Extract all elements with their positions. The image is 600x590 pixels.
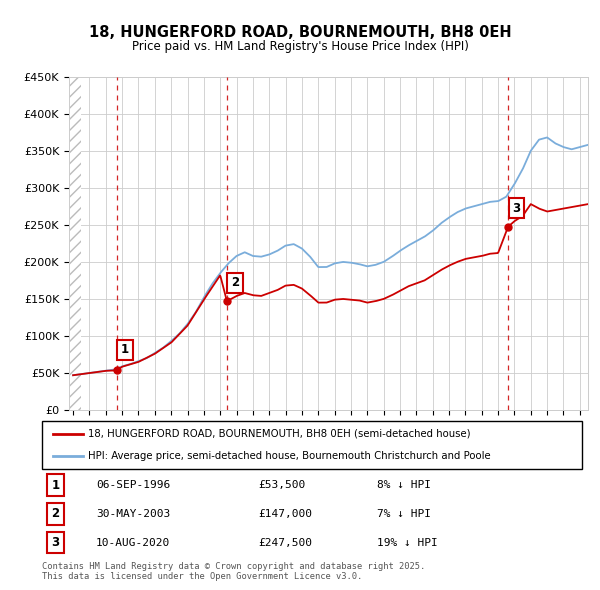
Text: 18, HUNGERFORD ROAD, BOURNEMOUTH, BH8 0EH (semi-detached house): 18, HUNGERFORD ROAD, BOURNEMOUTH, BH8 0E…	[88, 429, 470, 439]
Text: 19% ↓ HPI: 19% ↓ HPI	[377, 537, 437, 548]
Text: 06-SEP-1996: 06-SEP-1996	[96, 480, 170, 490]
Text: Price paid vs. HM Land Registry's House Price Index (HPI): Price paid vs. HM Land Registry's House …	[131, 40, 469, 53]
Text: 30-MAY-2003: 30-MAY-2003	[96, 509, 170, 519]
Text: Contains HM Land Registry data © Crown copyright and database right 2025.
This d: Contains HM Land Registry data © Crown c…	[42, 562, 425, 581]
Text: 2: 2	[231, 276, 239, 289]
Text: £247,500: £247,500	[258, 537, 312, 548]
Text: HPI: Average price, semi-detached house, Bournemouth Christchurch and Poole: HPI: Average price, semi-detached house,…	[88, 451, 491, 461]
Bar	[69, 77, 81, 410]
Bar	[69, 77, 81, 410]
Text: 1: 1	[121, 343, 129, 356]
Text: 3: 3	[512, 202, 520, 215]
Text: 3: 3	[52, 536, 59, 549]
Text: 8% ↓ HPI: 8% ↓ HPI	[377, 480, 431, 490]
Text: £147,000: £147,000	[258, 509, 312, 519]
Text: 1: 1	[52, 478, 59, 491]
Text: 10-AUG-2020: 10-AUG-2020	[96, 537, 170, 548]
Text: £53,500: £53,500	[258, 480, 305, 490]
Text: 7% ↓ HPI: 7% ↓ HPI	[377, 509, 431, 519]
Text: 18, HUNGERFORD ROAD, BOURNEMOUTH, BH8 0EH: 18, HUNGERFORD ROAD, BOURNEMOUTH, BH8 0E…	[89, 25, 511, 40]
Text: 2: 2	[52, 507, 59, 520]
